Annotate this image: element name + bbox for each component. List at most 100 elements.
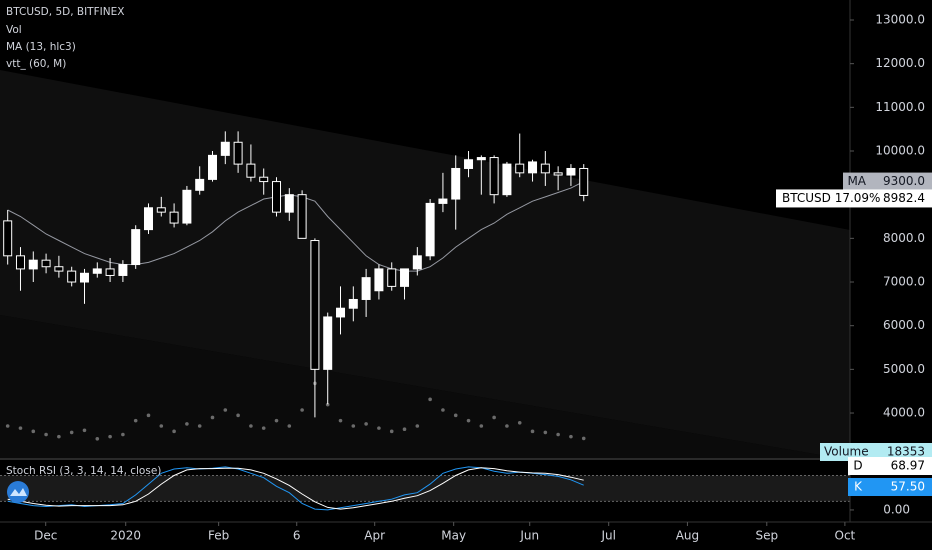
candle-body: [412, 255, 422, 270]
stoch-band: [0, 475, 850, 502]
volume-dot: [249, 424, 253, 428]
candle-body: [28, 259, 38, 270]
candle-body: [233, 141, 243, 165]
volume-dot: [274, 418, 279, 423]
candle-body: [400, 268, 410, 287]
x-tick-label: 2020: [110, 529, 141, 543]
candle-body: [361, 277, 371, 300]
volume-dot: [5, 424, 10, 428]
candle-body: [92, 268, 102, 274]
volume-dot: [569, 434, 573, 439]
y-tick-label: 7000.0: [883, 275, 925, 289]
volume-dot: [377, 426, 381, 430]
x-tick-label: Aug: [676, 529, 699, 543]
volume-dot: [159, 424, 164, 428]
candle-body: [41, 259, 51, 268]
candle-body: [540, 163, 550, 174]
volume-dot: [133, 418, 138, 423]
volume-dot: [517, 421, 522, 425]
candle-body: [67, 270, 77, 283]
stoch-line: [7, 467, 584, 510]
volume-dot: [172, 429, 176, 434]
candle-body: [54, 266, 64, 272]
badge-text: 8982.4: [883, 191, 925, 205]
volume-dot: [505, 424, 509, 428]
y-tick-label: 8000.0: [883, 231, 925, 245]
volume-dot: [197, 424, 202, 428]
volume-dot: [351, 424, 356, 428]
volume-dot: [428, 397, 432, 402]
candle-body: [3, 220, 13, 257]
candle-body: [553, 172, 563, 176]
volume-dot: [530, 429, 535, 434]
y-tick-label: 13000.0: [875, 13, 925, 27]
candle-body: [118, 264, 128, 276]
candle-body: [489, 157, 499, 196]
volume-dot: [479, 424, 484, 428]
badge-text: MA: [847, 174, 866, 188]
candle-body: [438, 198, 448, 204]
volume-dot: [453, 413, 458, 418]
indicator-label: MA (13, hlc3): [6, 41, 76, 53]
volume-dot: [325, 402, 330, 407]
volume-dot: [338, 418, 343, 423]
x-tick-label: Dec: [34, 529, 57, 543]
candle-body: [131, 229, 141, 266]
volume-dot: [300, 408, 304, 412]
candle-body: [143, 207, 153, 231]
candle-body: [566, 167, 576, 176]
candle-body: [195, 178, 205, 191]
badge-text: 57.50: [891, 480, 925, 494]
volume-dot: [223, 408, 228, 412]
candle-body: [79, 272, 89, 283]
ma-line: [7, 181, 584, 272]
volume-dot: [389, 429, 394, 434]
badge-text: 9300.0: [883, 174, 925, 188]
volume-dot: [543, 430, 548, 435]
volume-dot: [492, 415, 496, 420]
x-tick-label: Apr: [364, 529, 385, 543]
volume-dot: [82, 428, 87, 433]
volume-dot: [18, 426, 23, 430]
volume-dot: [185, 422, 189, 426]
price-badge: [820, 443, 932, 461]
candle-body: [220, 141, 230, 156]
x-tick-label: Oct: [835, 529, 856, 543]
volume-dot: [57, 434, 61, 439]
candle-body: [336, 307, 346, 318]
candle-body: [476, 157, 486, 161]
price-badge: [848, 457, 932, 475]
volume-dot: [466, 418, 471, 423]
badge-text: 18353: [887, 445, 925, 459]
badge-text: K: [854, 480, 863, 494]
volume-dot: [556, 432, 560, 437]
x-tick-label: Feb: [208, 529, 229, 543]
price-badge: [843, 172, 932, 191]
candle-body: [310, 240, 320, 370]
volume-dot: [95, 437, 100, 441]
candle-body: [15, 255, 25, 270]
candle-body: [374, 268, 384, 292]
indicator-label: Vol: [6, 24, 22, 36]
candle-body: [169, 211, 179, 224]
badge-text: BTCUSD 17.09%: [782, 191, 880, 205]
volume-dot: [210, 415, 215, 420]
volume-dot: [364, 422, 368, 426]
volume-profile-zone: [0, 315, 850, 460]
x-tick-label: 6: [293, 529, 301, 543]
candle-body: [156, 207, 166, 213]
candle-body: [528, 161, 538, 174]
volume-dot: [236, 413, 240, 418]
badge-text: 68.97: [891, 459, 925, 473]
logo[interactable]: [7, 481, 29, 503]
price-badge: [776, 189, 932, 208]
volume-dot: [108, 434, 112, 439]
price-badge: [848, 478, 932, 496]
indicator-label: vtt_ (60, M): [6, 58, 66, 70]
candle-body: [105, 268, 115, 276]
candle-body: [246, 163, 256, 178]
y-tick-label: 12000.0: [875, 56, 925, 70]
x-tick-label: Sep: [755, 529, 778, 543]
logo-icon: [10, 488, 27, 496]
